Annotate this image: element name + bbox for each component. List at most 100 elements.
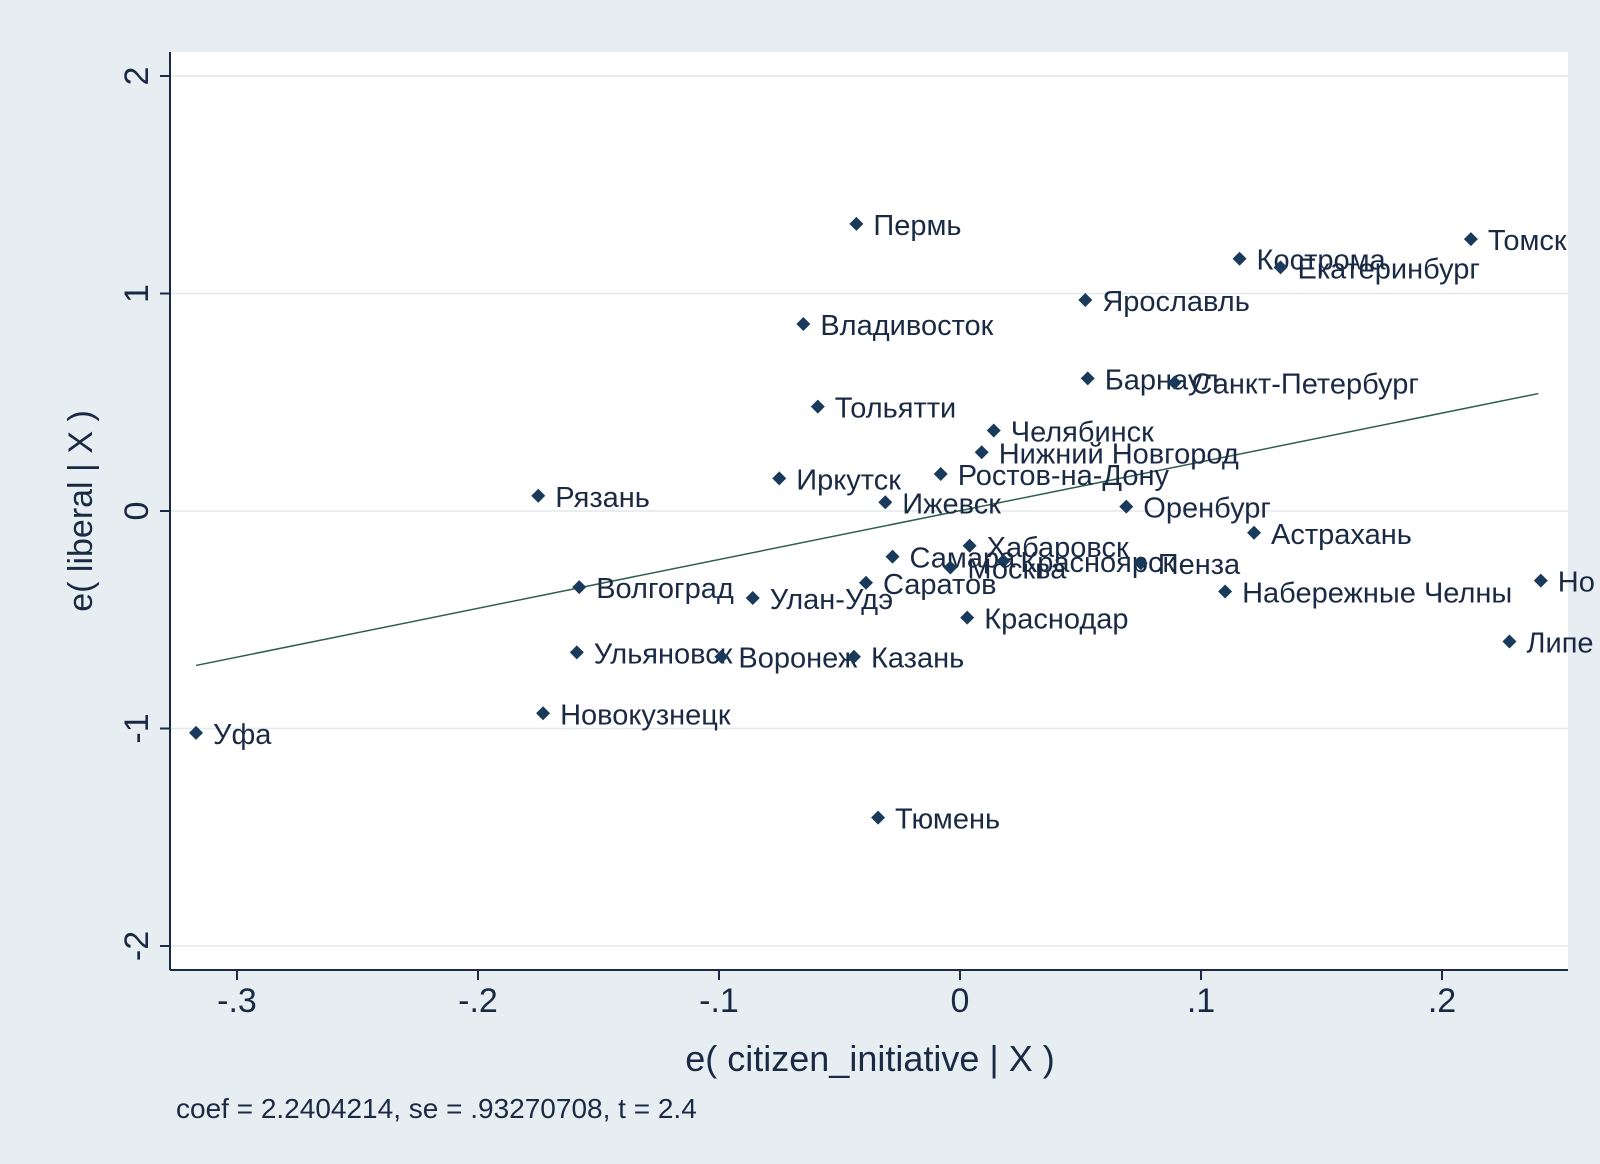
point-marker [572,580,587,595]
point-label: Саратов [883,569,997,601]
data-point: Томск [1463,225,1567,257]
point-label: Владивосток [820,310,993,342]
point-marker [1119,499,1134,514]
point-label: Липе [1526,628,1593,660]
x-tick-label: -.3 [217,982,257,1020]
data-point: Ярославль [1078,286,1250,318]
point-marker [1218,584,1233,599]
point-label: Екатеринбург [1298,253,1480,285]
point-marker [996,554,1011,569]
point-label: Пермь [873,210,961,242]
point-label: Нижний Новгород [999,438,1239,470]
point-label: Ярославль [1102,286,1250,318]
point-marker [986,423,1001,438]
data-point: Новокузнецк [536,699,731,731]
point-marker [859,575,874,590]
x-tick-label: -.1 [699,982,739,1020]
point-marker [1502,634,1517,649]
x-tick-label: .1 [1187,982,1215,1020]
point-label: Улан-Удэ [770,584,893,616]
point-marker [569,645,584,660]
point-label: Красноярск [1020,547,1175,579]
point-marker [714,649,729,664]
point-label: Барнаул [1105,364,1219,396]
point-label: Набережные Челны [1242,577,1512,609]
point-label: Ижевск [902,488,1001,520]
y-tick-label: 0 [118,502,156,521]
data-point: Улан-Удэ [745,584,893,616]
point-marker [531,488,546,503]
point-marker [878,495,893,510]
point-marker [796,316,811,331]
data-point: Набережные Челны [1218,577,1512,609]
point-label: Пенза [1158,549,1241,581]
data-point: Казань [846,643,964,675]
data-point: Красноярск [996,547,1176,579]
data-point: Санкт-Петербург [1167,369,1419,401]
data-point: Ижевск [878,488,1001,520]
point-marker [933,467,948,482]
data-point: Волгоград [572,573,734,605]
x-tick-label: .2 [1428,982,1456,1020]
x-tick-label: -.2 [458,982,498,1020]
point-label: Волгоград [596,573,734,605]
point-label: Ульяновск [594,638,733,670]
data-point: Иркутск [772,464,901,496]
data-points: Пермь ТомскКостромаЕкатеринбургЯрославльВ… [189,210,1595,836]
point-label: Оренбург [1143,493,1271,525]
data-point: Пенза [1133,549,1241,581]
data-point: Москва [943,554,1067,586]
fitted-regression-line [195,392,1539,667]
y-tick-label: 2 [118,67,156,86]
point-label: Ростов-на-Дону [958,460,1170,492]
point-marker [1533,573,1548,588]
data-point: Липе [1502,628,1594,660]
point-label: Томск [1488,225,1567,257]
x-tick-label: 0 [951,982,970,1020]
point-label: Уфа [213,719,272,751]
point-label: Тюмень [895,804,1000,836]
point-marker [885,549,900,564]
point-marker [745,591,760,605]
point-marker [974,445,989,460]
point-marker [1232,251,1247,266]
y-axis-label: e( liberal | X ) [62,410,100,612]
point-label: Но [1558,567,1595,599]
point-marker [962,538,977,553]
point-label: Рязань [555,482,650,514]
data-point: Пермь [849,210,962,242]
point-marker [846,649,861,664]
data-point: Краснодар [960,604,1129,636]
point-marker [810,399,825,414]
point-label: Иркутск [796,464,901,496]
point-label: Самара [910,543,1017,575]
point-marker [943,560,958,575]
data-point: Тольятти [810,393,956,425]
point-marker [189,725,204,740]
point-marker [1078,293,1093,308]
data-point: Уфа [189,719,272,751]
point-marker [849,216,864,231]
point-marker [772,471,787,486]
x-axis-label: e( citizen_initiative | X ) [685,1038,1055,1079]
data-point: Астрахань [1247,519,1412,551]
data-point: Ростов-на-Дону [933,460,1170,492]
point-marker [960,610,975,625]
tick-labels: -.3 -.2 -.1 0 .1 .2 -2 -1 0 1 2 [118,67,1456,1020]
point-marker [1080,371,1095,386]
point-label: Новокузнецк [560,699,731,731]
point-marker [1133,556,1148,571]
y-tick-label: -1 [118,713,156,743]
point-marker [1273,260,1288,275]
data-point: Воронеж [714,643,858,675]
point-label: Тольятти [835,393,956,425]
data-point: Екатеринбург [1273,253,1480,285]
point-label: Санкт-Петербург [1191,369,1418,401]
point-marker [536,706,551,721]
point-label: Краснодар [984,604,1128,636]
point-marker [1463,232,1478,247]
point-label: Казань [871,643,964,675]
data-point: Рязань [531,482,650,514]
data-point: Хабаровск [962,532,1129,564]
